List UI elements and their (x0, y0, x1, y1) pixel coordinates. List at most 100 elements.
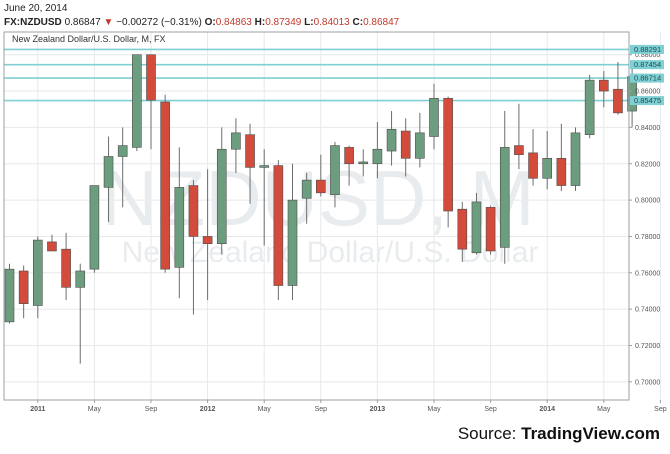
candle[interactable] (542, 131, 553, 190)
watermark-name: New Zealand Dollar/U.S. Dollar (122, 236, 539, 269)
candle[interactable] (485, 205, 496, 255)
candle-body-down (457, 208, 468, 250)
level-label: 0.85475 (634, 96, 661, 105)
candle[interactable] (245, 123, 255, 204)
candle-body-down (160, 101, 170, 270)
candle[interactable] (457, 201, 468, 262)
horizontal-levels[interactable] (4, 48, 629, 102)
plot-frame (3, 31, 630, 401)
candle[interactable] (103, 136, 114, 222)
candle-body-up (216, 148, 227, 245)
candle[interactable] (75, 263, 86, 364)
price-axis[interactable]: 0.70000 0.72000 0.74000 0.76000 0.78000 0.800… (629, 52, 660, 386)
candle[interactable] (570, 127, 581, 192)
candle[interactable] (61, 232, 71, 301)
candle[interactable] (259, 149, 270, 246)
y-tick-label: 0.72000 (635, 343, 660, 350)
time-axis[interactable]: 2011 May Sep 2012 May Sep 2013 May Sep 2014 May Sep (30, 400, 667, 413)
candle-body-up (301, 179, 312, 199)
x-tick-label: 2013 (370, 406, 386, 413)
candle[interactable] (4, 263, 15, 324)
candle-body-down (47, 241, 57, 252)
candles[interactable] (4, 54, 637, 364)
x-tick-label: May (597, 406, 611, 413)
candle-body-down (598, 79, 609, 92)
candle[interactable] (471, 192, 482, 255)
candle[interactable] (372, 121, 383, 179)
x-tick-label: May (88, 406, 102, 413)
candle[interactable] (160, 94, 170, 273)
candle[interactable] (443, 96, 453, 228)
candle[interactable] (400, 118, 411, 177)
candle[interactable] (429, 83, 439, 150)
candle[interactable] (287, 163, 298, 301)
y-tick-label: 0.74000 (635, 307, 660, 314)
y-tick-label: 0.80000 (635, 198, 660, 205)
level-price-labels: 0.88291 0.87454 0.86714 0.85475 (630, 44, 664, 105)
candle-body-up (542, 158, 553, 179)
quote-line: FX:NZDUSD 0.86847 ▼ −0.00272 (−0.31%) O:… (4, 17, 399, 28)
candle-body-up (499, 147, 510, 248)
high-value: 0.87349 (265, 17, 302, 28)
candle[interactable] (315, 154, 326, 197)
x-tick-label: 2014 (539, 406, 555, 413)
level-label-bg (630, 60, 664, 70)
candle[interactable] (528, 129, 538, 186)
candle[interactable] (584, 74, 595, 139)
down-arrow-icon: ▼ (103, 17, 114, 28)
candle[interactable] (556, 123, 567, 192)
candle[interactable] (32, 236, 43, 319)
candle-body-up (471, 201, 482, 254)
candle[interactable] (499, 111, 510, 264)
candle[interactable] (174, 147, 185, 299)
x-tick-label: Sep (654, 406, 667, 413)
candle[interactable] (216, 127, 227, 255)
x-tick-label: 2011 (30, 406, 45, 413)
candle[interactable] (132, 54, 142, 152)
candle[interactable] (117, 127, 128, 208)
candle-body-up (32, 239, 43, 306)
open-value: 0.84863 (215, 17, 252, 28)
candle[interactable] (598, 71, 609, 108)
y-tick-label: 0.88000 (635, 52, 660, 59)
x-tick-label: Sep (484, 406, 497, 413)
candle[interactable] (330, 141, 340, 208)
candle-body-down (245, 134, 255, 168)
candle[interactable] (47, 234, 57, 252)
chart-watermark: NZDUSD, M New Zealand Dollar/U.S. Dollar (101, 154, 538, 269)
x-tick-label: May (427, 406, 441, 413)
candle[interactable] (358, 149, 369, 177)
candle-body-up (4, 268, 15, 323)
candle[interactable] (613, 61, 623, 115)
candle[interactable] (514, 103, 524, 170)
candle[interactable] (415, 112, 425, 168)
candle[interactable] (18, 265, 29, 319)
candle-body-down (315, 179, 326, 194)
candle-body-up (103, 156, 114, 188)
candle[interactable] (273, 160, 284, 301)
candle[interactable] (146, 54, 156, 150)
candle-body-down (188, 185, 199, 237)
x-tick-label: Sep (145, 406, 158, 413)
x-tick-label: 2012 (200, 406, 216, 413)
candle[interactable] (386, 111, 397, 166)
low-value: 0.84013 (313, 17, 350, 28)
candle-body-up (231, 132, 241, 150)
candle-body-down (556, 158, 567, 186)
candle[interactable] (188, 180, 199, 315)
level-label: 0.86714 (634, 74, 661, 83)
candle-body-up (330, 145, 340, 195)
candle[interactable] (89, 185, 100, 273)
header-date: June 20, 2014 (4, 3, 68, 14)
candle[interactable] (231, 118, 241, 173)
candle[interactable] (344, 145, 354, 186)
candle[interactable] (301, 172, 312, 224)
candle-body-up (584, 79, 595, 135)
candle-body-up (429, 98, 439, 137)
candle-body-down (514, 145, 524, 155)
source-brand: TradingView.com (521, 424, 660, 443)
candle[interactable] (202, 169, 213, 301)
y-tick-label: 0.70000 (635, 379, 660, 386)
candle-body-up (570, 132, 581, 186)
